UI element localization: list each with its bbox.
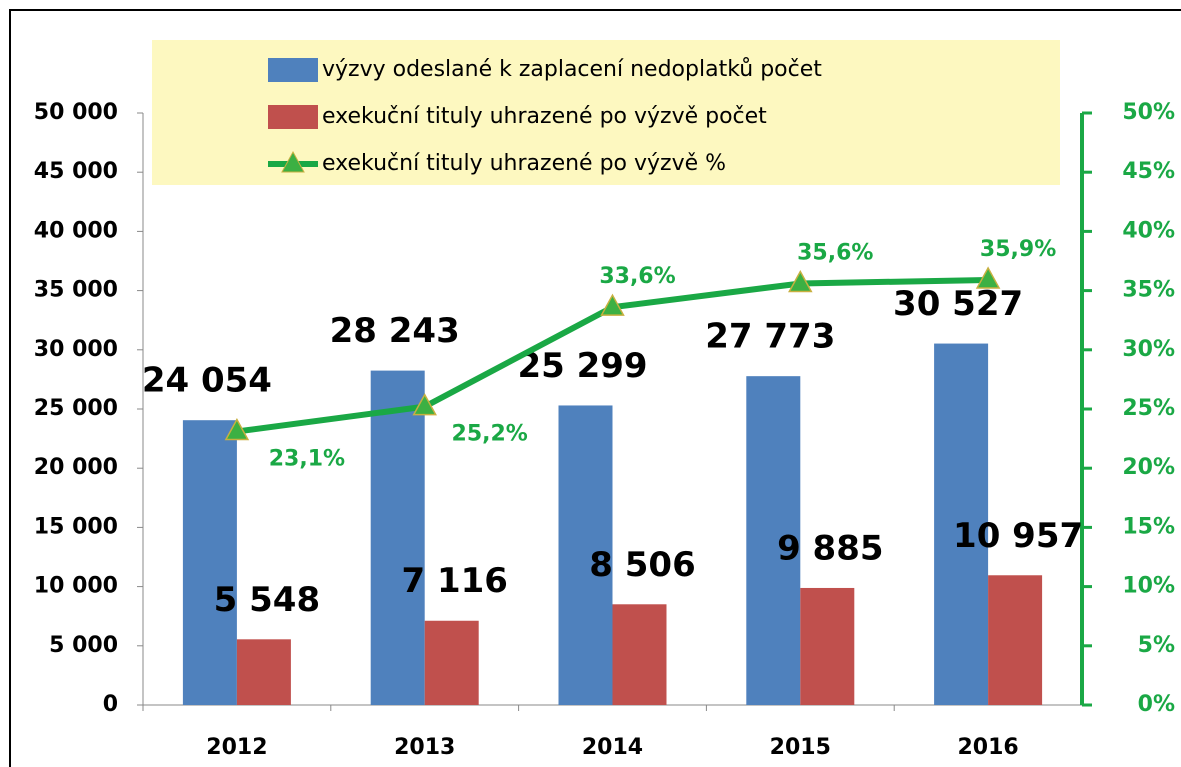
legend-marker [281, 150, 305, 173]
y-tick-label: 10 000 [34, 574, 118, 599]
legend-label: exekuční tituly uhrazené po výzvě počet [322, 104, 767, 129]
y-tick-label: 15 000 [34, 514, 118, 539]
y-tick-label: 5 000 [49, 633, 118, 658]
y-tick-label: 40 000 [34, 218, 118, 243]
bar [746, 376, 801, 705]
y-tick-label: 20 000 [34, 455, 118, 480]
data-label: 9 885 [777, 528, 883, 568]
x-tick-label: 2015 [770, 735, 831, 760]
y2-tick-label: 5% [1138, 633, 1175, 658]
bar [612, 604, 667, 705]
bar [182, 420, 237, 705]
bar [800, 587, 855, 705]
marker [788, 269, 813, 293]
data-label: 25,2% [452, 422, 528, 447]
data-label: 25 299 [517, 346, 647, 386]
marker [412, 393, 437, 416]
bar [370, 370, 425, 705]
y2-tick-label: 35% [1122, 278, 1175, 303]
data-label: 28 243 [330, 311, 460, 351]
y2-tick-label: 30% [1122, 337, 1175, 362]
x-tick-label: 2016 [957, 735, 1018, 760]
bar [424, 620, 479, 705]
data-label: 35,9% [980, 237, 1056, 262]
data-label: 7 116 [401, 561, 507, 601]
data-label: 27 773 [705, 317, 835, 357]
y2-tick-label: 10% [1122, 574, 1175, 599]
data-label: 10 957 [953, 516, 1083, 556]
y-tick-label: 45 000 [34, 159, 118, 184]
data-label: 8 506 [589, 545, 695, 585]
y2-tick-label: 0% [1138, 692, 1175, 717]
bar [236, 639, 291, 705]
frame [9, 9, 1181, 767]
data-label: 23,1% [269, 446, 345, 471]
legend-label: exekuční tituly uhrazené po výzvě % [322, 151, 726, 176]
legend-label: výzvy odeslané k zaplacení nedoplatků po… [322, 57, 822, 82]
y-tick-label: 35 000 [34, 278, 118, 303]
x-tick-label: 2013 [394, 735, 455, 760]
marker [224, 417, 250, 441]
data-label: 5 548 [214, 580, 320, 620]
data-label: 24 054 [142, 361, 272, 401]
bar [934, 343, 989, 705]
legend-swatch [268, 58, 318, 82]
y2-tick-label: 25% [1122, 396, 1175, 421]
y-tick-label: 25 000 [34, 396, 118, 421]
data-label: 33,6% [599, 264, 675, 289]
y2-tick-label: 20% [1122, 455, 1175, 480]
y2-tick-label: 40% [1122, 218, 1175, 243]
x-tick-label: 2014 [582, 735, 643, 760]
bar [558, 405, 613, 705]
bar [988, 575, 1043, 705]
x-tick-label: 2012 [206, 735, 267, 760]
legend-swatch [268, 105, 318, 129]
data-label: 30 527 [893, 284, 1023, 324]
y2-tick-label: 50% [1122, 100, 1175, 125]
y-tick-label: 0 [103, 692, 118, 717]
y-tick-label: 30 000 [34, 337, 118, 362]
y-tick-label: 50 000 [34, 100, 118, 125]
y2-tick-label: 45% [1122, 159, 1175, 184]
y2-tick-label: 15% [1122, 514, 1175, 539]
marker [600, 293, 625, 316]
data-label: 35,6% [797, 240, 873, 265]
marker [975, 266, 1001, 289]
